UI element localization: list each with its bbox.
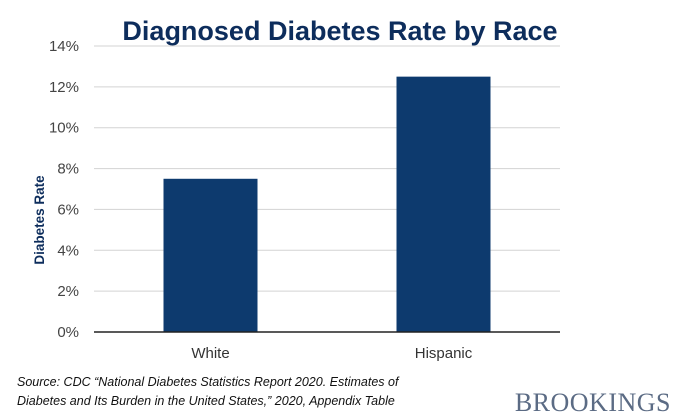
y-tick-label: 10% bbox=[49, 120, 79, 137]
bar-hispanic bbox=[396, 76, 491, 333]
source-note: Source: CDC “National Diabetes Statistic… bbox=[17, 373, 457, 411]
source-line-1: Source: CDC “National Diabetes Statistic… bbox=[17, 375, 399, 389]
x-tick-label-white: White bbox=[191, 345, 229, 362]
brookings-logo: BROOKINGS bbox=[514, 388, 671, 417]
y-tick-labels: 0% 2% 4% 6% 8% 10% 12% 14% bbox=[49, 38, 79, 341]
source-line-2: Diabetes and Its Burden in the United St… bbox=[17, 394, 395, 408]
y-tick-label: 12% bbox=[49, 79, 79, 96]
y-axis-label: Diabetes Rate bbox=[32, 175, 47, 265]
x-tick-labels: White Hispanic bbox=[191, 345, 472, 362]
y-tick-label: 14% bbox=[49, 38, 79, 55]
y-tick-label: 4% bbox=[57, 242, 79, 259]
chart-title: Diagnosed Diabetes Rate by Race bbox=[122, 16, 557, 46]
y-tick-label: 6% bbox=[57, 201, 79, 218]
bar-white bbox=[163, 178, 258, 332]
y-tick-label: 8% bbox=[57, 161, 79, 178]
x-tick-label-hispanic: Hispanic bbox=[415, 345, 473, 362]
y-tick-label: 0% bbox=[57, 324, 79, 341]
bars bbox=[163, 76, 491, 333]
y-tick-label: 2% bbox=[57, 283, 79, 300]
